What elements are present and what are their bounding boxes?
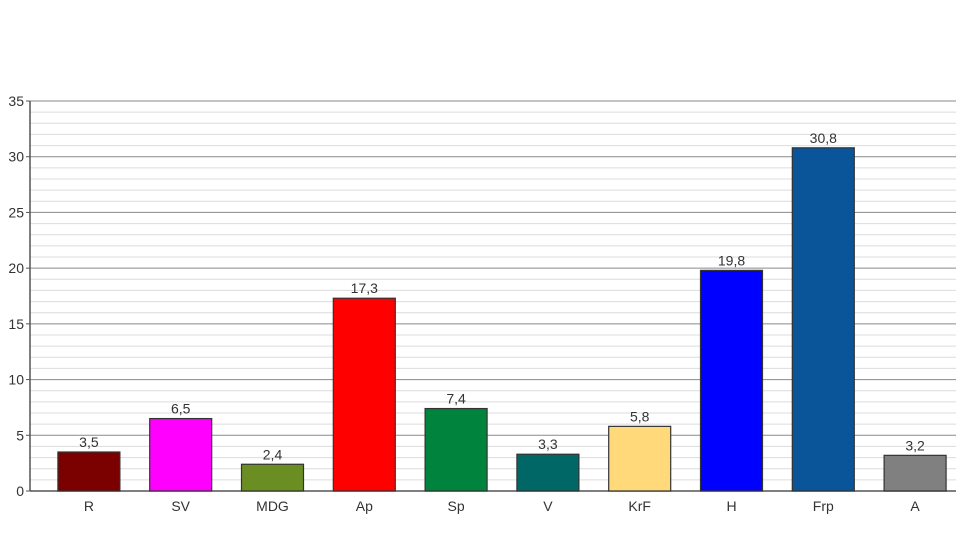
labels: 3,5 R 6,5 SV 2,4 MDG 17,3 Ap 7,4 Sp 3,3 V 5,8 KrF 19,8…	[79, 130, 925, 514]
bar-krf	[608, 425, 672, 492]
y-tick-label: 30	[8, 149, 24, 165]
data-label-v: 3,3	[538, 436, 558, 452]
data-label-krf: 5,8	[630, 408, 650, 424]
bar-h	[699, 269, 764, 492]
y-tick-label: 20	[8, 260, 24, 276]
x-tick-label-h: H	[726, 498, 736, 514]
y-tick-label: 35	[8, 93, 24, 109]
data-label-sv: 6,5	[171, 401, 191, 417]
x-tick-label-r: R	[84, 498, 94, 514]
bars	[57, 147, 947, 492]
data-label-sp: 7,4	[446, 391, 466, 407]
bar-r	[57, 451, 121, 492]
bar-sv	[149, 417, 213, 492]
x-tick-label-krf: KrF	[628, 498, 651, 514]
bar-v	[516, 453, 580, 492]
bar-a	[883, 454, 947, 492]
x-tick-label-sv: SV	[171, 498, 190, 514]
bar-mdg	[240, 463, 305, 492]
y-tick-label: 25	[8, 204, 24, 220]
bar-sp	[424, 407, 488, 492]
data-label-ap: 17,3	[351, 280, 378, 296]
data-label-h: 19,8	[718, 252, 745, 268]
x-tick-label-sp: Sp	[448, 498, 465, 514]
x-tick-label-mdg: MDG	[256, 498, 289, 514]
x-tick-label-a: A	[910, 498, 920, 514]
data-label-frp: 30,8	[810, 130, 837, 146]
bar-frp	[791, 147, 855, 492]
y-tick-label: 5	[16, 427, 24, 443]
x-tick-label-v: V	[543, 498, 553, 514]
y-tick-label: 10	[8, 372, 24, 388]
x-tick-label-frp: Frp	[813, 498, 834, 514]
data-label-a: 3,2	[905, 437, 925, 453]
data-label-r: 3,5	[79, 434, 99, 450]
y-tick-label: 15	[8, 316, 24, 332]
y-tick-label: 0	[16, 483, 24, 499]
x-tick-label-ap: Ap	[356, 498, 373, 514]
data-label-mdg: 2,4	[263, 446, 283, 462]
bar-ap	[332, 297, 396, 492]
